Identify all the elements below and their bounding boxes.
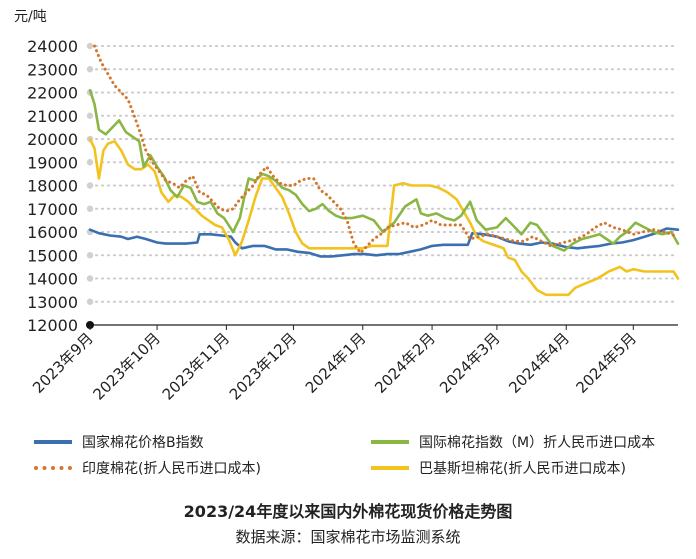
legend-item-india: 印度棉花(折人民币进口成本) bbox=[34, 458, 261, 478]
y-tick-label: 12000 bbox=[27, 316, 78, 335]
y-tick-label: 14000 bbox=[27, 270, 78, 289]
chart-title: 2023/24年度以来国内外棉花现货价格走势图 bbox=[183, 502, 513, 521]
axes bbox=[86, 321, 678, 330]
legend-item-pakistan: 巴基斯坦棉花(折人民币进口成本) bbox=[371, 458, 626, 478]
y-tick-label: 22000 bbox=[27, 84, 78, 103]
legend-swatch-b-index bbox=[34, 440, 72, 444]
x-tick-label: 2023年11月 bbox=[159, 329, 233, 403]
legend-swatch-m-index bbox=[371, 440, 409, 444]
grid-lines bbox=[86, 42, 679, 305]
x-tick-label: 2023年10月 bbox=[89, 329, 163, 403]
gridline-marker bbox=[86, 112, 94, 119]
series-line-india bbox=[93, 44, 680, 255]
y-tick-label: 15000 bbox=[27, 246, 78, 265]
x-tick-label: 2024年1月 bbox=[302, 329, 370, 397]
gridline-marker bbox=[86, 252, 94, 259]
series-line-b-index bbox=[88, 227, 680, 258]
gridline-marker bbox=[86, 66, 94, 73]
y-unit-label: 元/吨 bbox=[14, 9, 47, 25]
x-tick-label: 2024年2月 bbox=[371, 329, 439, 397]
y-tick-labels: 24000 23000 22000 21000 20000 19000 18000 17000… bbox=[27, 37, 78, 335]
legend-item-b-index: 国家棉花价格B指数 bbox=[34, 432, 204, 452]
gridline-marker bbox=[86, 298, 94, 305]
legend-label-b-index: 国家棉花价格B指数 bbox=[82, 435, 204, 451]
y-tick-label: 18000 bbox=[27, 177, 78, 196]
y-tick-label: 20000 bbox=[27, 130, 78, 149]
legend-swatch-pakistan bbox=[371, 466, 409, 470]
gridline-marker bbox=[86, 182, 94, 189]
gridline-marker bbox=[86, 42, 94, 50]
series-line-m-index bbox=[88, 88, 680, 252]
y-tick-label: 24000 bbox=[27, 37, 78, 56]
legend-swatch-india bbox=[34, 466, 72, 470]
y-tick-label: 21000 bbox=[27, 107, 78, 126]
legend: 国家棉花价格B指数 国际棉花指数（M）折人民币进口成本 印度棉花(折人民币进口成… bbox=[34, 428, 684, 488]
x-tick-label: 2023年12月 bbox=[226, 329, 300, 403]
series-lines bbox=[88, 44, 680, 297]
x-tick-label: 2024年3月 bbox=[436, 329, 504, 397]
chart-source: 数据来源：国家棉花市场监测系统 bbox=[235, 528, 461, 546]
x-tick-label: 2023年9月 bbox=[29, 329, 97, 397]
legend-item-m-index: 国际棉花指数（M）折人民币进口成本 bbox=[371, 432, 655, 452]
legend-label-pakistan: 巴基斯坦棉花(折人民币进口成本) bbox=[419, 461, 626, 477]
series-line-pakistan bbox=[88, 137, 680, 297]
y-tick-label: 17000 bbox=[27, 200, 78, 219]
x-tick-label: 2024年4月 bbox=[505, 329, 573, 397]
y-tick-label: 23000 bbox=[27, 60, 78, 79]
y-tick-label: 16000 bbox=[27, 223, 78, 242]
legend-label-india: 印度棉花(折人民币进口成本) bbox=[82, 461, 261, 477]
x-tick-label: 2024年5月 bbox=[572, 329, 640, 397]
gridline-marker bbox=[86, 159, 94, 166]
gridline-marker bbox=[86, 275, 94, 282]
y-tick-label: 19000 bbox=[27, 153, 78, 172]
y-tick-label: 13000 bbox=[27, 293, 78, 312]
gridline-marker bbox=[86, 205, 94, 212]
legend-label-m-index: 国际棉花指数（M）折人民币进口成本 bbox=[419, 435, 656, 451]
